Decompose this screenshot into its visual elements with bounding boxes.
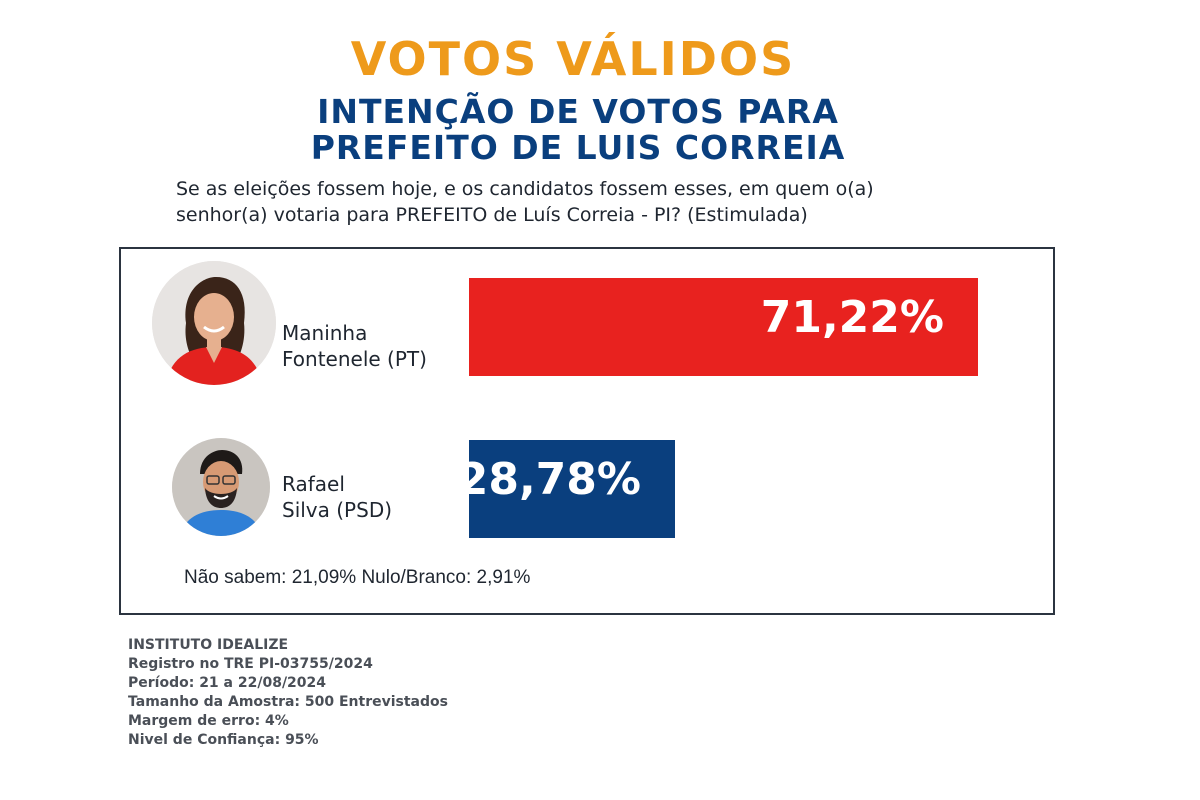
source-sample: Tamanho da Amostra: 500 Entrevistados (128, 694, 448, 710)
candidate-name-maninha: Maninha Fontenele (PT) (282, 320, 427, 372)
candidate-2-name-line-2: Silva (PSD) (282, 498, 393, 522)
candidate-2-name-line-1: Rafael (282, 472, 345, 496)
candidate-1-name-line-1: Maninha (282, 321, 368, 345)
source-confidence: Nivel de Confiança: 95% (128, 732, 319, 748)
source-period: Período: 21 a 22/08/2024 (128, 675, 327, 691)
source-institute: INSTITUTO IDEALIZE (128, 637, 289, 653)
undecided-footnote: Não sabem: 21,09% Nulo/Branco: 2,91% (184, 567, 531, 588)
subtitle-line-2: PREFEITO DE LUIS CORREIA (310, 128, 846, 167)
candidate-photo-rafael (172, 438, 270, 536)
chart-title: VOTOS VÁLIDOS (350, 32, 796, 86)
source-margin: Margem de erro: 4% (128, 713, 289, 729)
survey-source: INSTITUTO IDEALIZE Registro no TRE PI-03… (128, 636, 448, 750)
candidate-1-name-line-2: Fontenele (PT) (282, 347, 427, 371)
question-line-1: Se as eleições fossem hoje, e os candida… (176, 178, 874, 200)
survey-question: Se as eleições fossem hoje, e os candida… (176, 176, 1056, 228)
bar-value-label-rafael: 28,78% (457, 454, 641, 505)
bar-maninha: 71,22% (469, 278, 978, 376)
question-line-2: senhor(a) votaria para PREFEITO de Luís … (176, 204, 808, 226)
source-registry: Registro no TRE PI-03755/2024 (128, 656, 373, 672)
chart-subtitle: INTENÇÃO DE VOTOS PARA PREFEITO DE LUIS … (0, 94, 1156, 166)
candidate-name-rafael: Rafael Silva (PSD) (282, 471, 392, 523)
subtitle-line-1: INTENÇÃO DE VOTOS PARA (317, 92, 839, 131)
chart-box: Maninha Fontenele (PT) 71,22% Rafael Sil… (119, 247, 1055, 615)
bar-rafael: 28,78% (458, 440, 675, 538)
bar-value-label-maninha: 71,22% (760, 292, 944, 343)
candidate-photo-maninha (152, 261, 276, 385)
